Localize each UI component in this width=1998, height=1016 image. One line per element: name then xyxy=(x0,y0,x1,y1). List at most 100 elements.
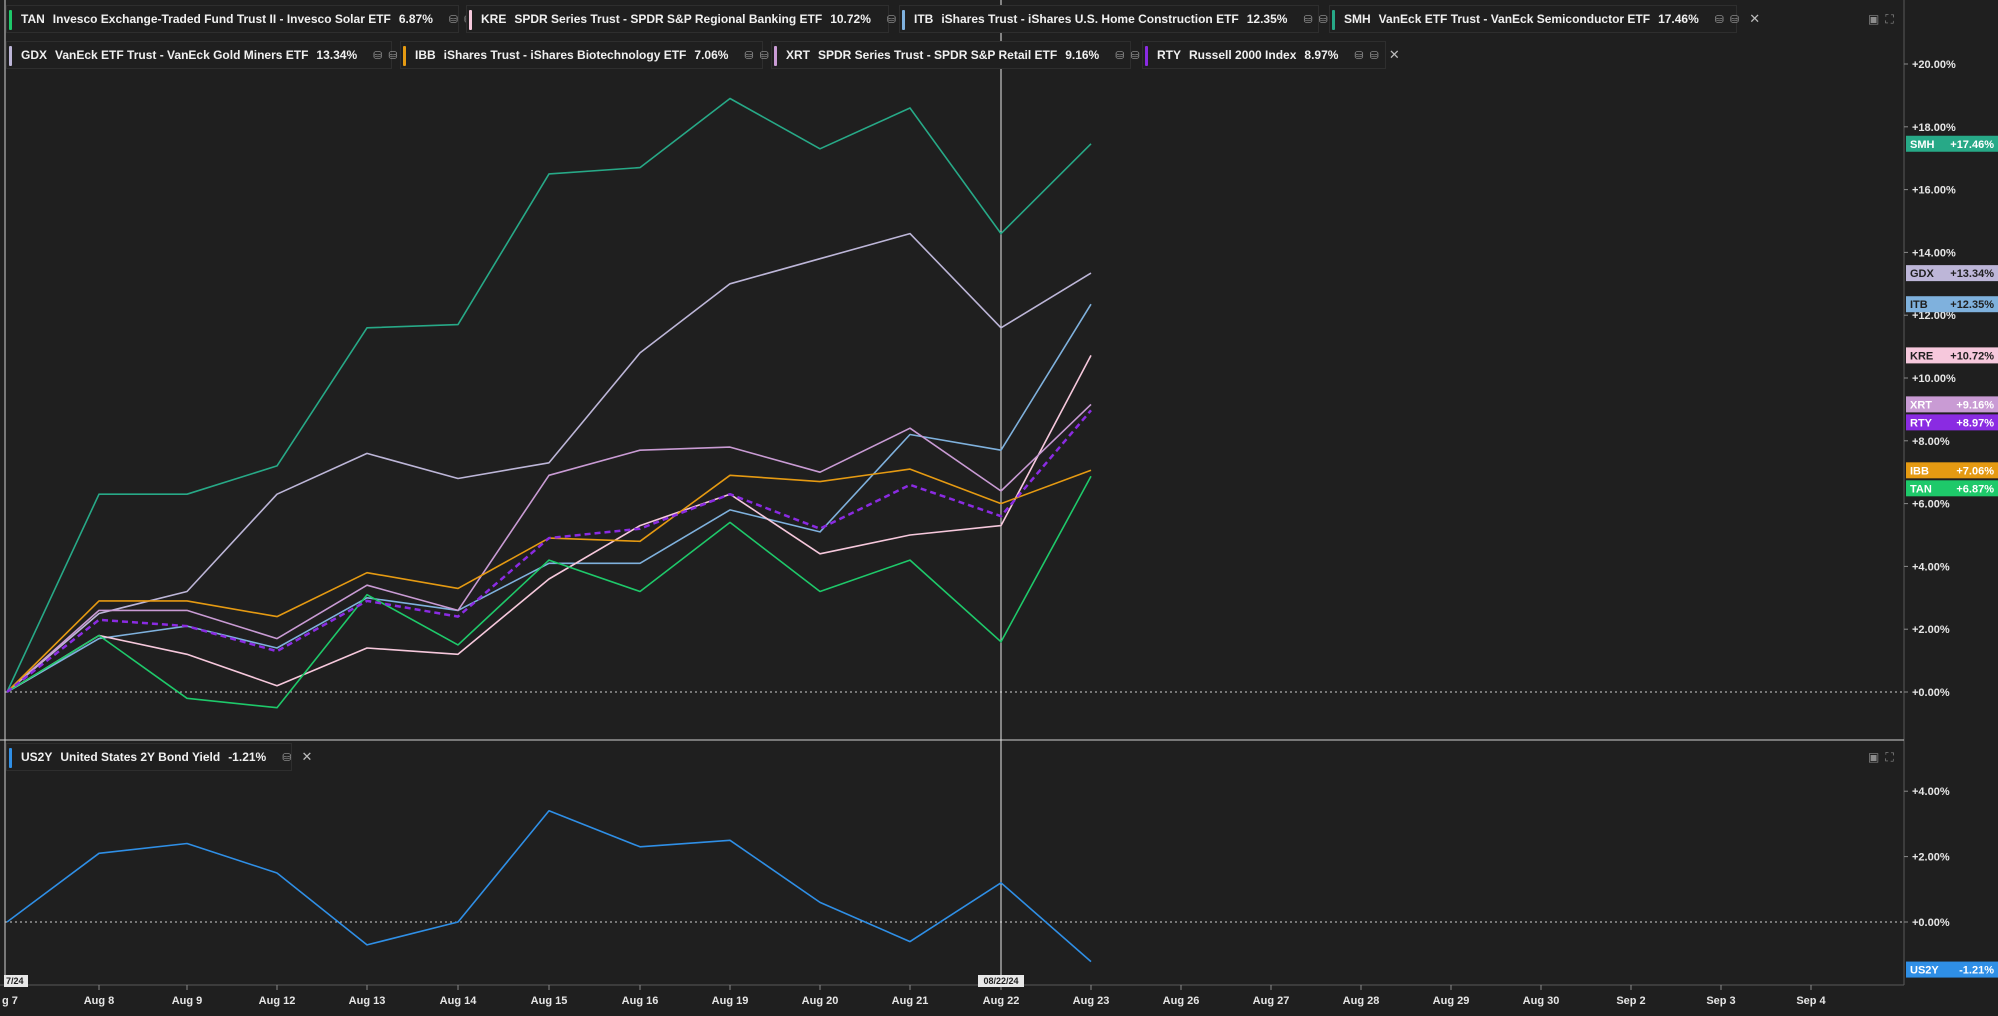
close-icon[interactable]: ✕ xyxy=(301,749,313,764)
legend-color-swatch xyxy=(9,748,12,768)
series-line-us2y[interactable] xyxy=(6,809,1092,963)
legend-actions: ⛁⛁ xyxy=(1303,13,1327,26)
x-tick-label: Aug 23 xyxy=(1073,995,1110,1007)
x-tick-label: Aug 27 xyxy=(1253,995,1290,1007)
legend-ticker: XRT xyxy=(786,48,810,62)
end-label-bg-us2y xyxy=(1906,961,1998,978)
legend-chip-kre[interactable]: KRE SPDR Series Trust - SPDR S&P Regional… xyxy=(466,5,932,33)
settings-icon[interactable]: ⛁ xyxy=(448,13,459,26)
legend-chip-us2y[interactable]: US2Y United States 2Y Bond Yield -1.21% ⛁ ✕ xyxy=(6,743,312,771)
settings-icon[interactable]: ⛁ xyxy=(1303,13,1313,26)
legend-chip-smh[interactable]: SMH VanEck ETF Trust - VanEck Semiconduct… xyxy=(1329,5,1760,33)
legend-actions: ⛁⛁ xyxy=(1354,49,1378,62)
x-tick-label: Sep 3 xyxy=(1706,995,1735,1007)
settings-icon[interactable]: ⛁ xyxy=(886,13,897,26)
duplicate-icon[interactable]: ⛁ xyxy=(1318,13,1328,26)
close-icon[interactable]: ✕ xyxy=(1388,47,1400,62)
expand-icon[interactable]: ⛶ xyxy=(1885,750,1894,764)
settings-icon[interactable]: ⛁ xyxy=(1354,49,1364,62)
legend-ticker: IBB xyxy=(415,48,436,62)
x-tick-label: Aug 12 xyxy=(259,995,296,1007)
legend-value: 12.35% xyxy=(1246,12,1288,26)
legend-chip-ibb[interactable]: IBB iShares Trust - iShares Biotechnology… xyxy=(400,41,790,69)
left-date-chip-bg xyxy=(4,975,28,987)
sub-y-tick-label: +0.00% xyxy=(1912,917,1950,929)
legend-color-swatch xyxy=(9,46,12,66)
legend-color-swatch xyxy=(1332,10,1335,30)
close-icon[interactable]: ✕ xyxy=(1749,11,1761,26)
y-tick-label: +0.00% xyxy=(1912,687,1950,699)
end-label-bg-rty xyxy=(1906,414,1998,431)
end-label-bg-kre xyxy=(1906,347,1998,364)
legend-ticker: SMH xyxy=(1344,12,1371,26)
legend-color-swatch xyxy=(902,10,905,30)
legend-chip-gdx[interactable]: GDX VanEck ETF Trust - VanEck Gold Miners… xyxy=(6,41,418,69)
series-line-kre[interactable] xyxy=(6,355,1092,693)
legend-color-swatch xyxy=(1145,46,1148,66)
settings-icon[interactable]: ⛁ xyxy=(373,49,383,62)
series-line-rty[interactable] xyxy=(6,409,1092,693)
legend-actions: ⛁ xyxy=(282,751,291,764)
duplicate-icon[interactable]: ⛁ xyxy=(1369,49,1379,62)
end-label-ticker-gdx: GDX xyxy=(1910,268,1935,280)
y-tick-label: +14.00% xyxy=(1912,247,1956,259)
x-tick-label: Aug 30 xyxy=(1523,995,1560,1007)
duplicate-icon[interactable]: ⛁ xyxy=(759,49,769,62)
expand-icon[interactable]: ⛶ xyxy=(1885,12,1894,26)
end-label-ticker-us2y: US2Y xyxy=(1910,965,1939,977)
end-label-ticker-ibb: IBB xyxy=(1910,465,1929,477)
duplicate-icon[interactable]: ⛁ xyxy=(388,49,398,62)
legend-ticker: US2Y xyxy=(21,750,53,764)
crosshair-date-label: 08/22/24 xyxy=(983,976,1018,986)
x-tick-label: Aug 19 xyxy=(712,995,749,1007)
settings-icon[interactable]: ⛁ xyxy=(744,49,754,62)
end-label-bg-tan xyxy=(1906,480,1998,497)
x-tick-label: Sep 2 xyxy=(1616,995,1645,1007)
y-tick-label: +6.00% xyxy=(1912,499,1950,511)
pin-icon[interactable]: ▣ xyxy=(1868,12,1880,26)
legend-ticker: TAN xyxy=(21,12,45,26)
series-line-tan[interactable] xyxy=(6,475,1092,709)
legend-color-swatch xyxy=(774,46,777,66)
x-tick-label: Aug 15 xyxy=(531,995,568,1007)
end-label-value-ibb: +7.06% xyxy=(1956,465,1994,477)
end-label-bg-xrt xyxy=(1906,396,1998,413)
left-date-chip-label: 7/24 xyxy=(6,976,24,986)
end-label-ticker-xrt: XRT xyxy=(1910,399,1932,411)
settings-icon[interactable]: ⛁ xyxy=(1714,13,1724,26)
legend-name: SPDR Series Trust - SPDR S&P Regional Ba… xyxy=(514,12,823,26)
settings-icon[interactable]: ⛁ xyxy=(1115,49,1125,62)
legend-value: 13.34% xyxy=(316,48,358,62)
series-line-xrt[interactable] xyxy=(6,403,1092,693)
legend-chip-itb[interactable]: ITB iShares Trust - iShares U.S. Home Con… xyxy=(899,5,1349,33)
legend-name: SPDR Series Trust - SPDR S&P Retail ETF xyxy=(818,48,1058,62)
legend-name: iShares Trust - iShares U.S. Home Constr… xyxy=(941,12,1239,26)
y-tick-label: +2.00% xyxy=(1912,624,1950,636)
end-label-bg-smh xyxy=(1906,135,1998,152)
end-label-ticker-smh: SMH xyxy=(1910,139,1935,151)
duplicate-icon[interactable]: ⛁ xyxy=(1130,49,1140,62)
legend-actions: ⛁⛁ xyxy=(744,49,768,62)
settings-icon[interactable]: ⛁ xyxy=(282,751,292,764)
series-line-smh[interactable] xyxy=(6,97,1092,693)
end-label-value-smh: +17.46% xyxy=(1950,139,1994,151)
x-tick-label: Aug 21 xyxy=(892,995,929,1007)
end-label-value-gdx: +13.34% xyxy=(1950,268,1994,280)
duplicate-icon[interactable]: ⛁ xyxy=(1730,13,1740,26)
legend-value: 7.06% xyxy=(694,48,729,62)
x-tick-label: Aug 22 xyxy=(983,995,1020,1007)
legend-chip-tan[interactable]: TAN Invesco Exchange-Traded Fund Trust II… xyxy=(6,5,494,33)
y-tick-label: +18.00% xyxy=(1912,122,1956,134)
legend-color-swatch xyxy=(469,10,472,30)
legend-value: 10.72% xyxy=(830,12,871,26)
end-label-value-xrt: +9.16% xyxy=(1956,399,1994,411)
legend-chip-xrt[interactable]: XRT SPDR Series Trust - SPDR S&P Retail E… xyxy=(771,41,1161,69)
legend-chip-rty[interactable]: RTY Russell 2000 Index 8.97% ⛁ ⛁ ✕ xyxy=(1142,41,1400,69)
pin-icon[interactable]: ▣ xyxy=(1868,750,1880,764)
legend-name: VanEck ETF Trust - VanEck Gold Miners ET… xyxy=(55,48,309,62)
legend-actions: ⛁⛁ xyxy=(1115,49,1139,62)
series-line-gdx[interactable] xyxy=(6,232,1092,693)
legend-name: United States 2Y Bond Yield xyxy=(60,750,221,764)
legend-color-swatch xyxy=(403,46,406,66)
